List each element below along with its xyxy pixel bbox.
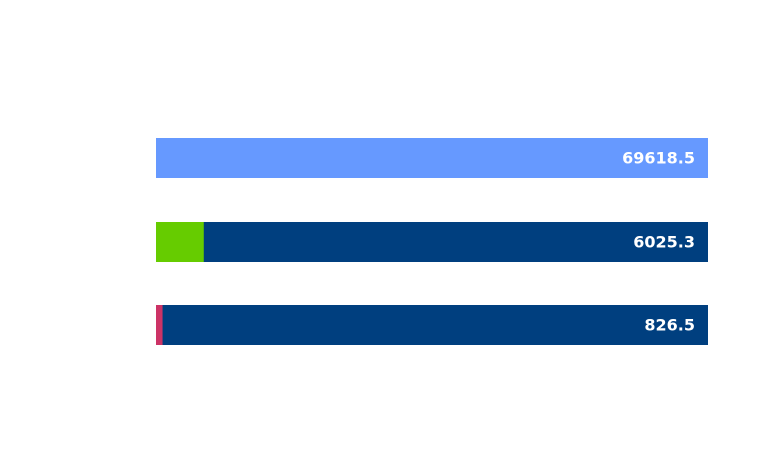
value-label: 69618.5 xyxy=(622,149,695,168)
value-label: 826.5 xyxy=(644,316,695,335)
bar-track xyxy=(156,222,708,262)
bar-track xyxy=(156,305,708,345)
bar xyxy=(156,138,708,178)
value-label: 6025.3 xyxy=(633,233,695,252)
bar xyxy=(156,305,163,345)
bar xyxy=(156,222,204,262)
